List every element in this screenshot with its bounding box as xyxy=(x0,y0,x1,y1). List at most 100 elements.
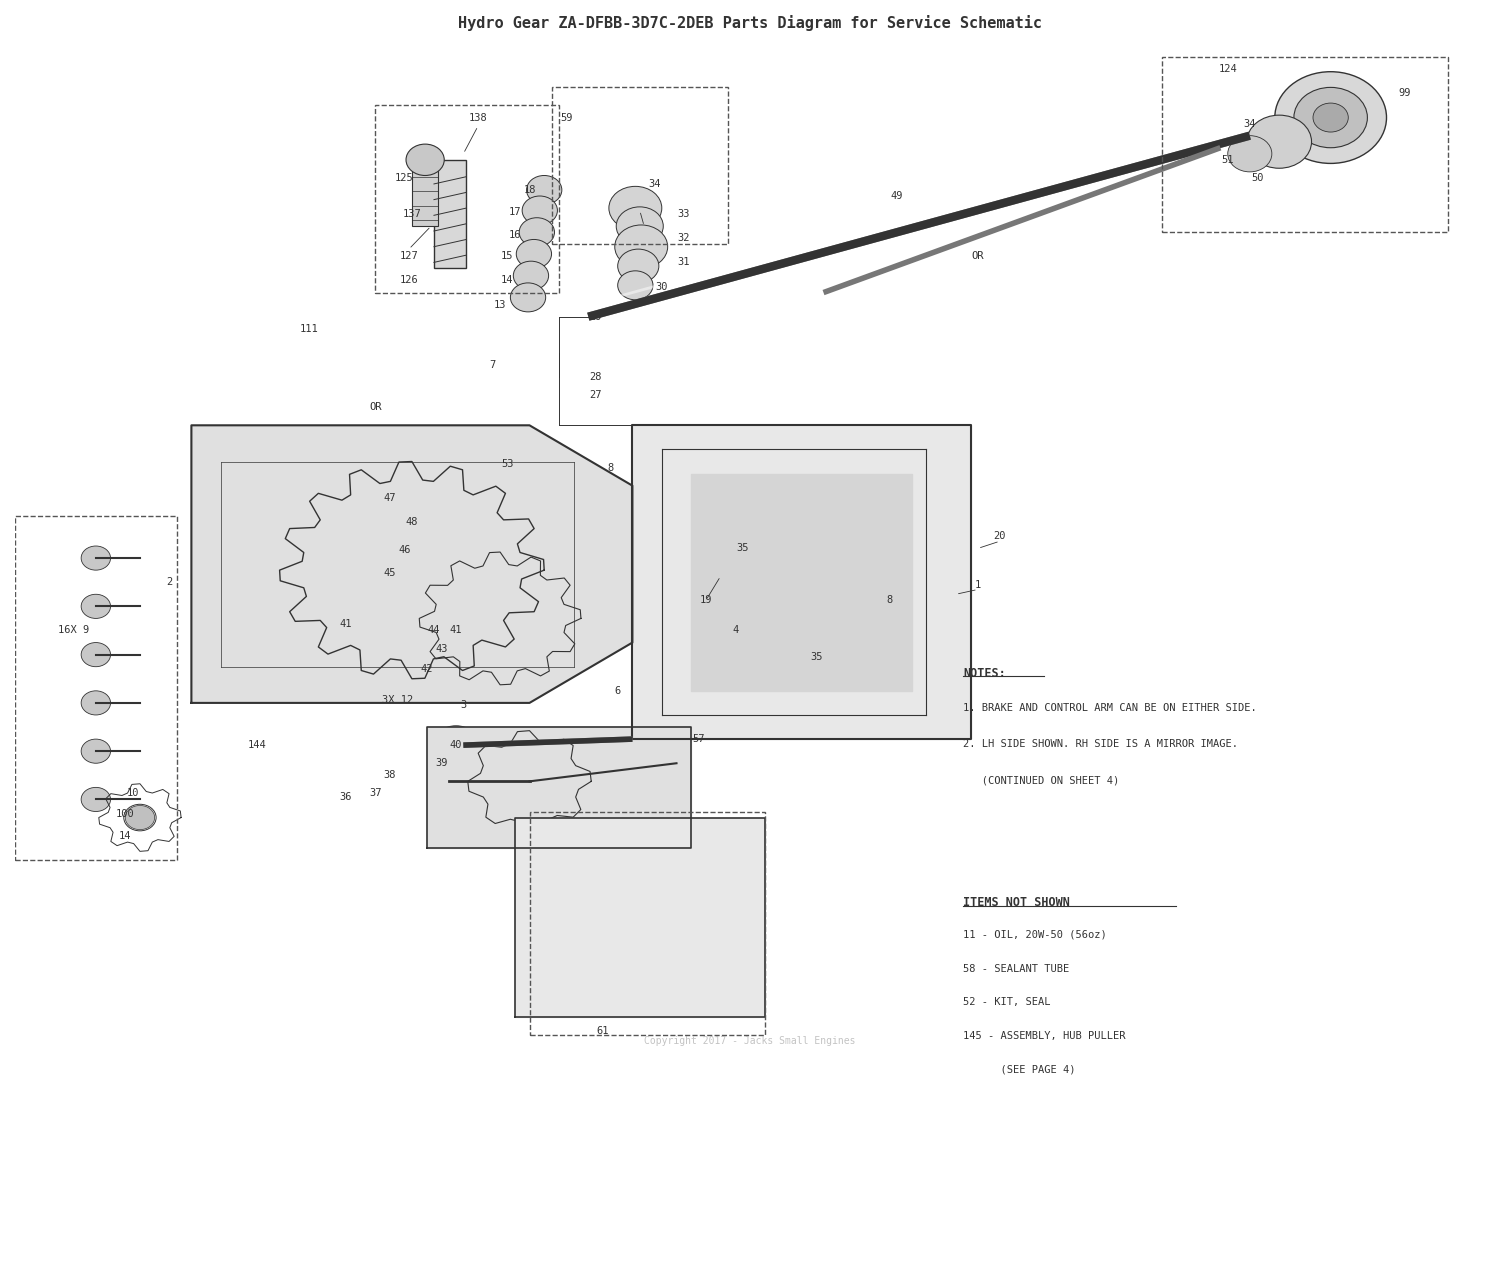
Circle shape xyxy=(1294,87,1368,148)
Text: 34: 34 xyxy=(648,179,660,189)
Text: 43: 43 xyxy=(435,643,447,653)
Bar xyxy=(552,87,728,245)
Circle shape xyxy=(387,465,408,482)
Text: 15: 15 xyxy=(501,251,513,261)
Text: NOTES:: NOTES: xyxy=(963,667,1006,680)
Text: 49: 49 xyxy=(891,190,903,200)
Text: 42: 42 xyxy=(420,665,434,675)
Circle shape xyxy=(728,516,874,637)
Text: 37: 37 xyxy=(369,788,381,798)
Circle shape xyxy=(706,618,780,678)
Circle shape xyxy=(225,646,246,663)
Bar xyxy=(433,160,466,269)
Text: 8: 8 xyxy=(886,595,892,605)
Circle shape xyxy=(616,207,663,246)
Bar xyxy=(15,516,177,860)
Circle shape xyxy=(124,806,154,830)
Circle shape xyxy=(900,694,924,712)
Text: 31: 31 xyxy=(678,257,690,267)
Text: 100: 100 xyxy=(116,810,135,818)
Circle shape xyxy=(588,884,676,956)
Text: 61: 61 xyxy=(597,1026,609,1037)
Text: 57: 57 xyxy=(693,734,705,744)
Circle shape xyxy=(626,960,639,972)
Circle shape xyxy=(519,218,555,247)
Text: (CONTINUED ON SHEET 4): (CONTINUED ON SHEET 4) xyxy=(963,776,1119,786)
Text: 52 - KIT, SEAL: 52 - KIT, SEAL xyxy=(963,997,1050,1008)
Circle shape xyxy=(664,451,688,472)
Text: 41: 41 xyxy=(339,619,352,629)
Text: OR: OR xyxy=(369,402,381,412)
Text: 127: 127 xyxy=(399,251,418,261)
Circle shape xyxy=(626,869,639,880)
Circle shape xyxy=(609,187,662,230)
Circle shape xyxy=(1312,103,1348,132)
Circle shape xyxy=(352,522,471,618)
Text: 144: 144 xyxy=(248,740,267,750)
Circle shape xyxy=(513,261,549,290)
Text: 40: 40 xyxy=(450,740,462,750)
Text: 99: 99 xyxy=(1398,88,1410,98)
Circle shape xyxy=(81,643,111,667)
Text: 3: 3 xyxy=(460,700,466,710)
Circle shape xyxy=(510,282,546,311)
Text: 29: 29 xyxy=(590,311,602,322)
Text: 126: 126 xyxy=(399,275,418,285)
Text: 1. BRAKE AND CONTROL ARM CAN BE ON EITHER SIDE.: 1. BRAKE AND CONTROL ARM CAN BE ON EITHE… xyxy=(963,702,1257,712)
Circle shape xyxy=(615,224,668,269)
Text: 46: 46 xyxy=(399,545,411,555)
Text: 38: 38 xyxy=(384,770,396,781)
Circle shape xyxy=(618,250,658,282)
Text: 27: 27 xyxy=(590,390,602,400)
Text: 124: 124 xyxy=(1218,64,1237,74)
Text: 58 - SEALANT TUBE: 58 - SEALANT TUBE xyxy=(963,963,1070,973)
Circle shape xyxy=(699,492,904,661)
Circle shape xyxy=(442,734,470,757)
Text: 39: 39 xyxy=(435,758,447,768)
Text: 13: 13 xyxy=(494,300,507,310)
Text: 111: 111 xyxy=(300,324,318,334)
Polygon shape xyxy=(514,817,765,1016)
Circle shape xyxy=(1275,72,1386,164)
Text: 14: 14 xyxy=(501,275,513,285)
Circle shape xyxy=(81,691,111,715)
Text: 45: 45 xyxy=(384,567,396,578)
Text: OR: OR xyxy=(972,251,984,261)
Text: 33: 33 xyxy=(678,209,690,219)
Circle shape xyxy=(516,240,552,269)
Polygon shape xyxy=(192,425,633,702)
Text: 36: 36 xyxy=(339,792,352,802)
Text: 4: 4 xyxy=(732,625,738,636)
Text: (SEE PAGE 4): (SEE PAGE 4) xyxy=(963,1066,1076,1074)
Circle shape xyxy=(681,580,776,657)
Circle shape xyxy=(432,726,480,764)
Text: 10: 10 xyxy=(126,788,140,798)
Bar xyxy=(530,812,765,1035)
Circle shape xyxy=(522,195,558,224)
Circle shape xyxy=(711,604,746,633)
Text: 17: 17 xyxy=(509,207,520,217)
Circle shape xyxy=(1246,115,1311,168)
Circle shape xyxy=(225,465,246,482)
Polygon shape xyxy=(633,425,970,739)
Text: 28: 28 xyxy=(590,372,602,382)
Circle shape xyxy=(526,175,562,204)
Text: 35: 35 xyxy=(810,652,822,662)
Circle shape xyxy=(664,694,688,712)
Text: 59: 59 xyxy=(560,112,573,122)
Text: 137: 137 xyxy=(402,209,422,219)
Circle shape xyxy=(549,465,568,482)
Text: 16X 9: 16X 9 xyxy=(58,625,90,636)
Text: ITEMS NOT SHOWN: ITEMS NOT SHOWN xyxy=(963,897,1070,909)
Text: 2: 2 xyxy=(166,578,172,588)
Text: 47: 47 xyxy=(384,493,396,503)
Circle shape xyxy=(696,591,760,644)
Circle shape xyxy=(618,271,652,300)
Text: 14: 14 xyxy=(118,831,132,841)
Text: 19: 19 xyxy=(699,595,712,605)
Polygon shape xyxy=(426,728,692,847)
Bar xyxy=(1161,57,1449,232)
Text: 125: 125 xyxy=(394,173,414,183)
Text: 1: 1 xyxy=(975,580,981,590)
Text: 20: 20 xyxy=(993,531,1006,541)
